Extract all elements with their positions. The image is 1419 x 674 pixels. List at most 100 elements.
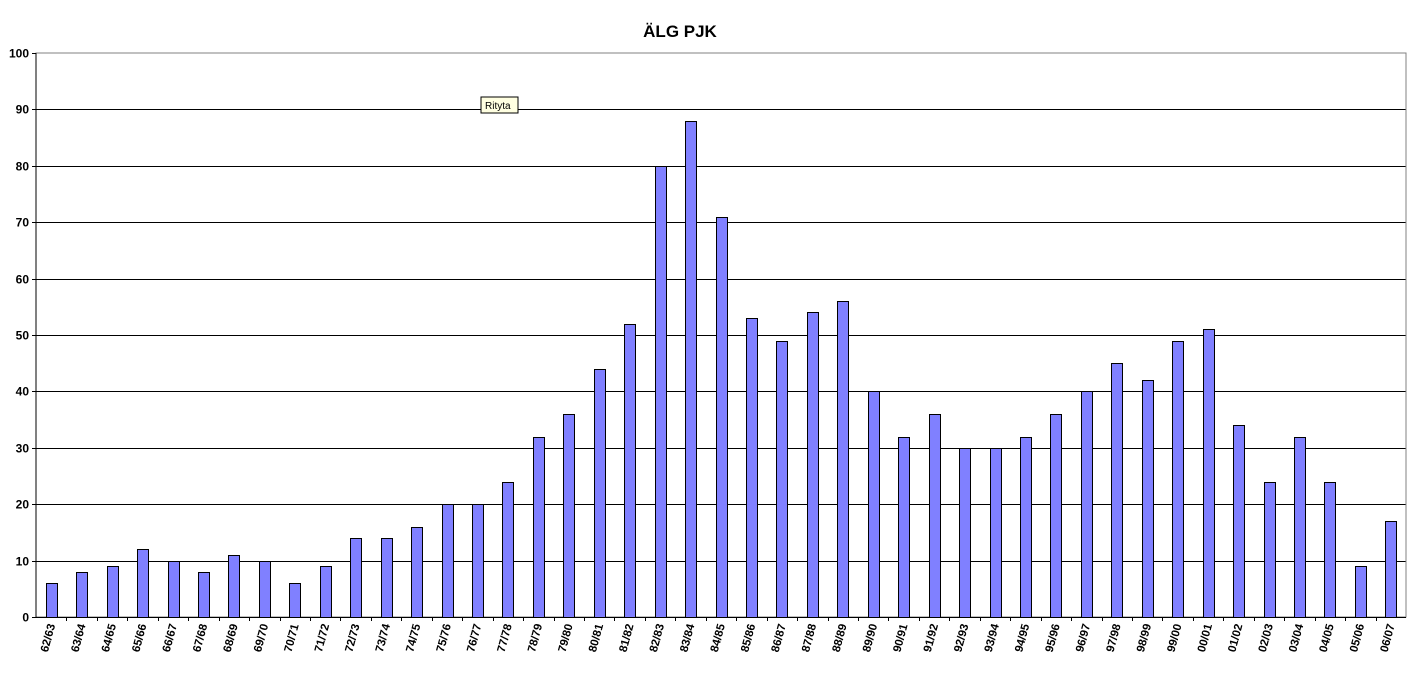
bar-70-71[interactable] — [289, 583, 301, 618]
bar-97-98[interactable] — [1111, 363, 1123, 618]
tooltip-box — [480, 96, 519, 114]
bar-76-77[interactable] — [472, 504, 484, 618]
bar-83-84[interactable] — [685, 121, 697, 618]
y-tick-label: 80 — [16, 160, 30, 174]
x-tick-label: 81/82 — [618, 623, 637, 654]
bar-63-64[interactable] — [76, 572, 88, 618]
bar-79-80[interactable] — [563, 414, 575, 618]
bar-99-00[interactable] — [1172, 341, 1184, 618]
bar-92-93[interactable] — [959, 448, 971, 618]
x-tick-label: 69/70 — [252, 623, 271, 654]
bar-03-04[interactable] — [1294, 437, 1306, 618]
y-tick-label: 100 — [9, 47, 29, 61]
bar-94-95[interactable] — [1020, 437, 1032, 618]
x-tick-label: 94/95 — [1013, 622, 1032, 653]
x-tick-label: 78/79 — [526, 623, 545, 654]
x-tick-label: 79/80 — [557, 623, 576, 654]
x-tick-label: 83/84 — [678, 622, 697, 653]
x-tick-label: 89/90 — [861, 623, 880, 654]
bar-93-94[interactable] — [990, 448, 1002, 618]
y-tick-label: 90 — [16, 103, 30, 117]
x-tick-label: 72/73 — [344, 623, 363, 654]
chart-title: ÄLG PJK — [643, 22, 717, 41]
bar-66-67[interactable] — [168, 561, 180, 618]
bar-96-97[interactable] — [1081, 391, 1093, 618]
x-tick-label: 62/63 — [39, 623, 58, 654]
x-tick-label: 67/68 — [191, 622, 210, 653]
y-tick-label: 50 — [16, 329, 30, 343]
bar-88-89[interactable] — [837, 301, 849, 618]
y-tick-label: 70 — [16, 216, 30, 230]
x-tick-label: 00/01 — [1196, 622, 1215, 653]
y-tick-label: 20 — [16, 498, 30, 512]
x-tick-label: 70/71 — [283, 622, 302, 653]
x-tick-label: 92/93 — [952, 623, 971, 654]
bar-01-02[interactable] — [1233, 425, 1245, 618]
bar-74-75[interactable] — [411, 527, 423, 618]
x-tick-label: 85/86 — [739, 623, 758, 654]
bar-64-65[interactable] — [107, 566, 119, 618]
x-axis: 62/63 63/64 64/65 65/66 66/67 67/68 68/69 69/70… — [36, 617, 1406, 654]
bar-65-66[interactable] — [137, 549, 149, 618]
bar-81-82[interactable] — [624, 324, 636, 618]
bar-67-68[interactable] — [198, 572, 210, 618]
x-tick-label: 06/07 — [1379, 623, 1398, 654]
x-tick-label: 71/72 — [313, 623, 332, 654]
x-tick-label: 76/77 — [465, 623, 484, 654]
x-tick-label: 04/05 — [1318, 622, 1337, 653]
x-tick-label: 68/69 — [222, 623, 241, 654]
bar-75-76[interactable] — [442, 504, 454, 618]
x-tick-label: 82/83 — [648, 623, 667, 654]
x-tick-label: 93/94 — [983, 622, 1002, 653]
x-tick-label: 01/02 — [1226, 623, 1245, 654]
y-tick-label: 30 — [16, 442, 30, 456]
x-tick-label: 73/74 — [374, 622, 393, 653]
x-tick-label: 80/81 — [587, 622, 606, 653]
bar-91-92[interactable] — [929, 414, 941, 618]
bar-02-03[interactable] — [1264, 482, 1276, 618]
x-tick-label: 87/88 — [800, 622, 819, 653]
bar-90-91[interactable] — [898, 437, 910, 618]
y-tick-label: 0 — [22, 611, 29, 625]
x-tick-label: 64/65 — [100, 622, 119, 653]
x-tick-label: 63/64 — [70, 622, 89, 653]
bar-87-88[interactable] — [807, 312, 819, 618]
bar-00-01[interactable] — [1203, 329, 1215, 618]
bar-71-72[interactable] — [320, 566, 332, 618]
bar-04-05[interactable] — [1324, 482, 1336, 618]
y-tick-label: 40 — [16, 385, 30, 399]
x-tick-label: 05/06 — [1348, 623, 1367, 654]
bar-06-07[interactable] — [1385, 521, 1397, 618]
bar-72-73[interactable] — [350, 538, 362, 618]
bar-69-70[interactable] — [259, 561, 271, 618]
bar-62-63[interactable] — [46, 583, 58, 618]
bar-77-78[interactable] — [502, 482, 514, 618]
x-tick-label: 95/96 — [1044, 623, 1063, 654]
x-tick-label: 74/75 — [404, 622, 423, 653]
bar-68-69[interactable] — [228, 555, 240, 618]
x-tick-label: 96/97 — [1074, 623, 1093, 654]
bar-84-85[interactable] — [716, 217, 728, 618]
x-tick-label: 90/91 — [892, 622, 911, 653]
bar-85-86[interactable] — [746, 318, 758, 618]
bars — [46, 121, 1397, 618]
bar-05-06[interactable] — [1355, 566, 1367, 618]
tooltip-text: Rityta — [485, 101, 511, 112]
bar-78-79[interactable] — [533, 437, 545, 618]
y-axis: 0 10 20 30 40 50 60 70 80 90 100 — [9, 47, 37, 625]
tooltip: Rityta — [480, 96, 519, 114]
bar-80-81[interactable] — [594, 369, 606, 618]
bar-82-83[interactable] — [655, 166, 667, 618]
x-tick-label: 86/87 — [770, 623, 789, 654]
x-tick-label: 66/67 — [161, 623, 180, 654]
bar-95-96[interactable] — [1050, 414, 1062, 618]
x-tick-label: 99/00 — [1166, 623, 1185, 654]
bar-98-99[interactable] — [1142, 380, 1154, 618]
x-tick-label: 77/78 — [496, 622, 515, 653]
x-tick-label: 84/85 — [709, 622, 728, 653]
bar-89-90[interactable] — [868, 391, 880, 618]
x-tick-label: 03/04 — [1287, 622, 1306, 653]
bar-73-74[interactable] — [381, 538, 393, 618]
bar-86-87[interactable] — [776, 341, 788, 618]
